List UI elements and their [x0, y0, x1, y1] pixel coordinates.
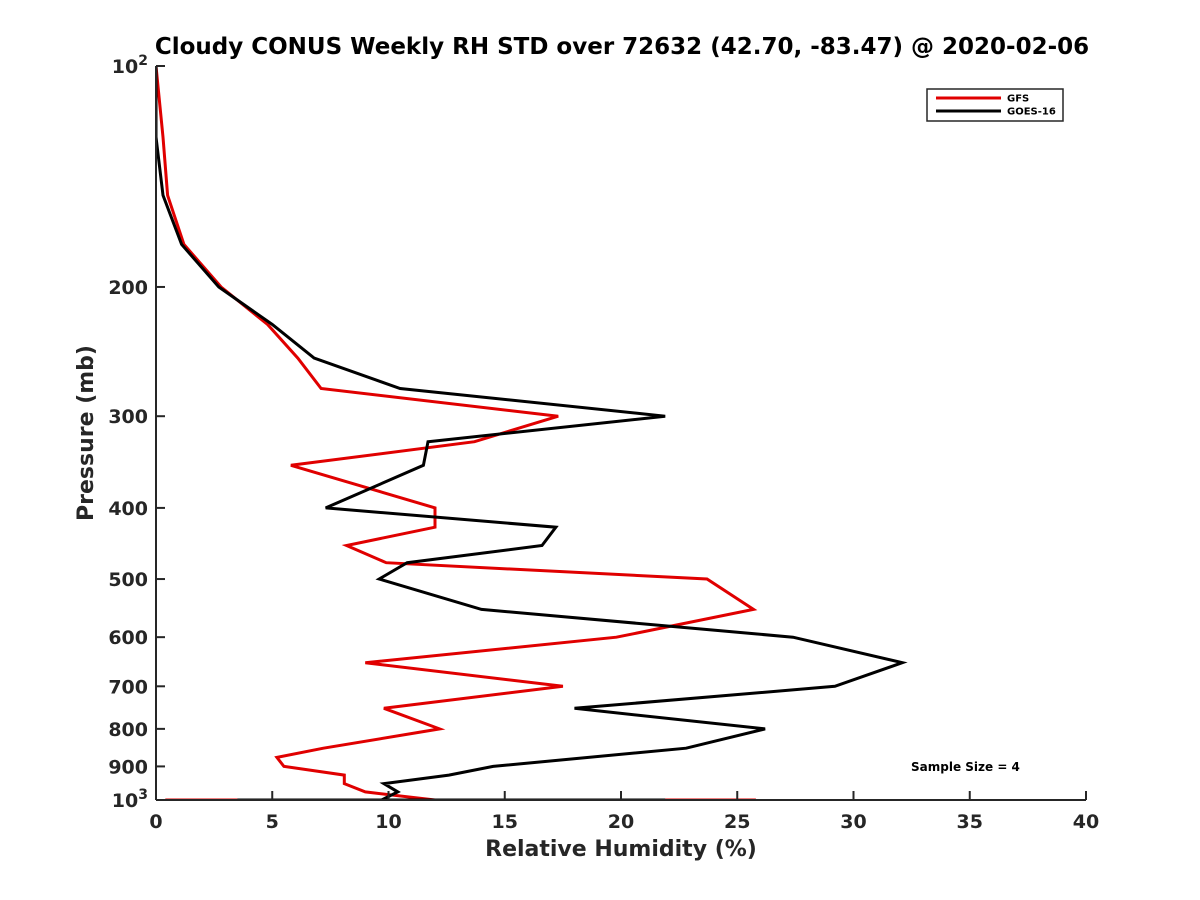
series-line-goes-16: [156, 66, 908, 800]
y-axis-label: Pressure (mb): [74, 345, 99, 521]
y-tick-label: 200: [108, 277, 148, 299]
legend-label: GOES-16: [1007, 107, 1056, 118]
sample-size-annotation: Sample Size = 4: [911, 760, 1020, 774]
x-tick-label: 40: [1073, 811, 1099, 833]
y-tick-label: 103: [112, 787, 148, 812]
x-tick-label: 15: [492, 811, 518, 833]
chart-title: Cloudy CONUS Weekly RH STD over 72632 (4…: [155, 34, 1089, 60]
y-tick-label: 300: [108, 406, 148, 428]
legend: GFS GOES-16: [926, 88, 1064, 122]
y-tick-label: 900: [108, 756, 148, 778]
x-tick-label: 25: [724, 811, 750, 833]
x-axis-label: Relative Humidity (%): [485, 837, 757, 862]
y-tick-label: 800: [108, 719, 148, 741]
legend-label: GFS: [1007, 94, 1029, 105]
y-tick-label: 102: [112, 53, 148, 78]
x-tick-label: 30: [840, 811, 866, 833]
y-tick-label: 600: [108, 627, 148, 649]
axes: 0 5 10 15 20 25 30 35 40 102 200 300 400 500 600 700 800…: [108, 53, 1099, 833]
series-line-gfs: [156, 65, 758, 800]
x-tick-label: 20: [608, 811, 634, 833]
y-tick-label: 400: [108, 498, 148, 520]
y-tick-label: 500: [108, 569, 148, 591]
x-tick-label: 35: [957, 811, 983, 833]
x-tick-label: 0: [149, 811, 162, 833]
plot-series: [156, 65, 908, 800]
x-tick-label: 10: [375, 811, 401, 833]
legend-box: [926, 88, 1064, 122]
x-tick-label: 5: [266, 811, 279, 833]
y-tick-label: 700: [108, 676, 148, 698]
